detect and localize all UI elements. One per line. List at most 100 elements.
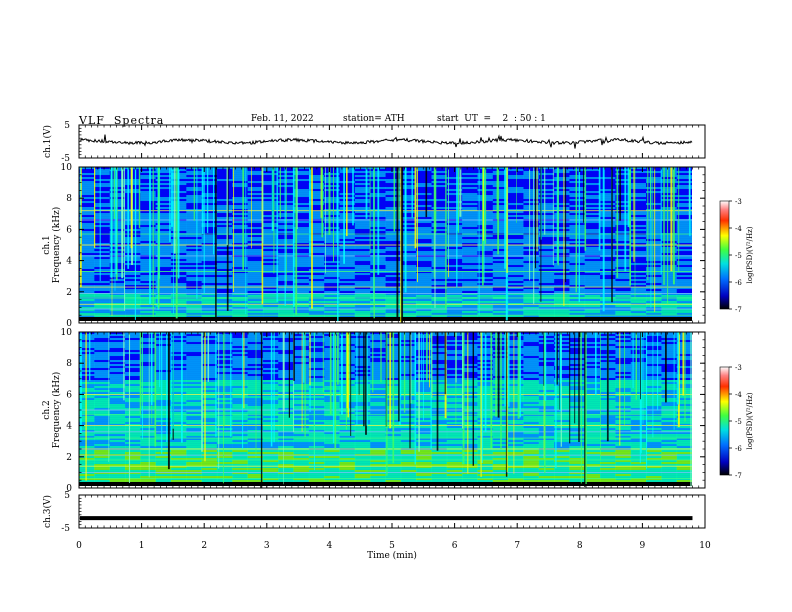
- ch1-spectrogram-cell: [262, 293, 279, 296]
- ch1-spectrogram-cell: [232, 301, 248, 304]
- ch1-spectrogram-cell: [523, 205, 540, 208]
- ch1-spectrogram-cell: [523, 191, 540, 194]
- ch1-spectrogram-cell: [339, 305, 356, 308]
- ch1-spectrogram-cell: [354, 279, 371, 282]
- ch1-spectrogram-cell: [492, 215, 509, 218]
- ch1-spectrogram-cell: [354, 267, 371, 270]
- ch2-spectrogram-cell: [79, 382, 95, 385]
- ch2-spectrogram-cell: [140, 360, 156, 363]
- ch1-spectrogram-cell: [661, 191, 678, 194]
- ch2-spectrogram-cell: [462, 380, 478, 383]
- ch1-spectrogram-cell: [308, 315, 325, 318]
- ch1-spectrogram-cell: [538, 203, 555, 206]
- ch2-spectrogram-cell: [155, 360, 172, 363]
- ch1-spectrogram-cell: [431, 287, 448, 290]
- ch1-spectrogram-cell: [630, 313, 647, 316]
- ch1-spectrogram-cell: [676, 279, 693, 282]
- ch2-spectrogram-cell: [247, 374, 264, 377]
- ch1-spectrogram-cell: [646, 175, 662, 178]
- ch1-spectrogram-cell: [278, 313, 294, 316]
- ch1-spectrogram-cell: [569, 169, 586, 172]
- ch2-spectrogram-cell: [446, 398, 463, 401]
- ch1-spectrogram-cell: [385, 301, 402, 304]
- ch1-spectrogram-cell: [155, 313, 172, 316]
- ch2-spectrogram-cell: [186, 360, 202, 363]
- ch1-spectrogram-cell: [646, 183, 662, 186]
- ch1-spectrogram-cell: [661, 209, 678, 212]
- ch1-spectrogram-cell: [354, 239, 371, 242]
- ch1-spectrogram-cell: [140, 173, 156, 176]
- ch1-spectrogram-cell: [79, 237, 95, 240]
- ch2-spectrogram-cell: [232, 344, 248, 347]
- ch2-spectrogram-cell: [125, 360, 141, 363]
- ch1-spectrogram-cell: [462, 197, 478, 200]
- ch1-spectrogram-cell: [523, 247, 540, 250]
- ch2-spectrogram-cell: [400, 384, 417, 387]
- ch2-spectrogram-cell: [170, 378, 187, 381]
- ch1-spectrogram-cell: [462, 167, 478, 170]
- ch2-spectrogram-cell: [630, 380, 647, 383]
- ch1-spectrogram-cell: [324, 235, 340, 238]
- ch1-spectrogram-cell: [324, 311, 340, 314]
- ch1-spectrogram-cell: [94, 179, 110, 182]
- ch2-spectrogram-cell: [247, 406, 264, 409]
- ch1-spectrogram-cell: [278, 273, 294, 276]
- ch1-spectrogram-cell: [400, 207, 417, 210]
- ch2-spectrogram-cell: [431, 406, 448, 409]
- ch2-spectrogram-cell: [278, 348, 294, 351]
- ch2-spectrogram-cell: [569, 346, 586, 349]
- ch2-spectrogram-cell: [661, 360, 678, 363]
- ch2-spectrogram-cell: [94, 342, 110, 345]
- ch1-spectrogram-cell: [523, 237, 540, 240]
- ch1-spectrogram-cell: [186, 273, 202, 276]
- ch1-spectrogram-cell: [155, 269, 172, 272]
- ch1-spectrogram-cell: [247, 183, 264, 186]
- ch1-spectrogram-cell: [569, 287, 586, 290]
- ch1-spectrogram-cell: [385, 315, 402, 318]
- ch2-spectrogram-cell: [569, 362, 586, 365]
- ch1-spectrogram-cell: [94, 191, 110, 194]
- ch1-spectrogram-cell: [446, 177, 463, 180]
- ch2-spectrogram-cell: [370, 416, 386, 419]
- ch1-spectrogram-cell: [600, 291, 616, 294]
- ch1-spectrogram-cell: [247, 295, 264, 298]
- ch1-spectrogram-cell: [431, 299, 448, 302]
- ch1-spectrogram-cell: [600, 193, 616, 196]
- ch1-spectrogram-cell: [293, 289, 310, 292]
- ch1-spectrogram-cell: [186, 261, 202, 264]
- ch2-spectrogram-cell: [308, 384, 325, 387]
- ch1-spectrogram-cell: [232, 243, 248, 246]
- ch1-spectrogram-cell: [584, 197, 601, 200]
- ch1-spectrogram-cell: [600, 201, 616, 204]
- ch1-spectrogram-cell: [400, 293, 417, 296]
- ch1-spectrogram-cell: [339, 267, 356, 270]
- ch1-spectrogram-cell: [370, 309, 386, 312]
- ch1-spectrogram-cell: [155, 305, 172, 308]
- ch1-spectrogram-cell: [293, 315, 310, 318]
- ch1-spectrogram-cell: [262, 241, 279, 244]
- ch1-spectrogram-cell: [385, 229, 402, 232]
- ch1-spectrogram-cell: [324, 275, 340, 278]
- ch2-spectrogram-cell: [232, 364, 248, 367]
- ch2-spectrogram-cell: [155, 408, 172, 411]
- ch2-spectrogram-cell: [554, 382, 570, 385]
- ch2-spectrogram-cell: [186, 390, 202, 393]
- ch1-spectrogram-cell: [278, 301, 294, 304]
- ch1-spectrogram-cell: [538, 301, 555, 304]
- ch1-spectrogram-cell: [400, 257, 417, 260]
- ch1-spectrogram-cell: [293, 287, 310, 290]
- ch2-spectrogram-cell: [370, 344, 386, 347]
- ch2-spectrogram-cell: [416, 336, 432, 339]
- ch2-spectrogram-cell: [630, 342, 647, 345]
- ch1-spectrogram-cell: [630, 195, 647, 198]
- ch1-spectrogram-cell: [584, 227, 601, 230]
- ch2-spectrogram-cell: [125, 332, 141, 335]
- ch1-spectrogram-cell: [492, 237, 509, 240]
- ch1-spectrogram-cell: [676, 245, 693, 248]
- ch1-spectrogram-cell: [538, 311, 555, 314]
- ch1-spectrogram-cell: [247, 175, 264, 178]
- ch1-spectrogram-cell: [140, 171, 156, 174]
- ch1-spectrogram-cell: [186, 231, 202, 234]
- ch1-spectrogram-cell: [293, 203, 310, 206]
- ch1-spectrogram-cell: [538, 263, 555, 266]
